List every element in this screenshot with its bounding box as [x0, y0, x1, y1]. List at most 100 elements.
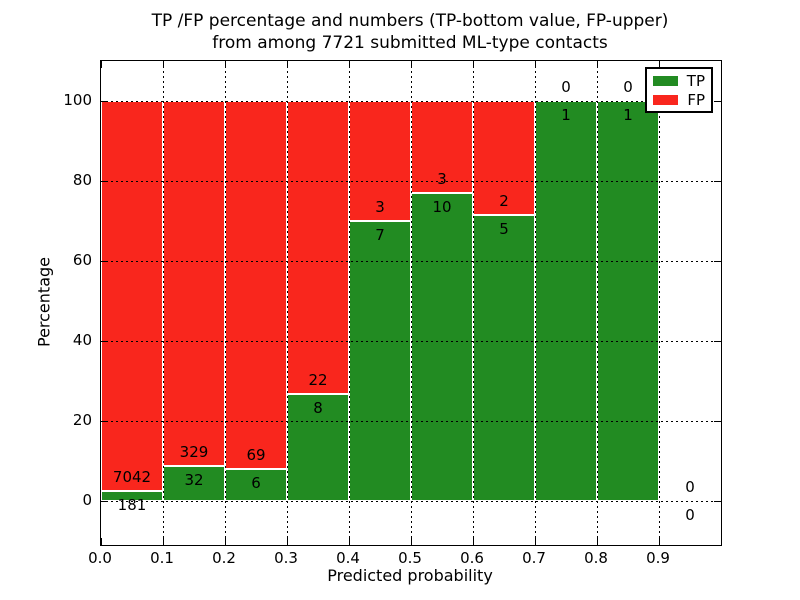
gridline-vertical	[163, 61, 164, 545]
fp-legend-swatch	[653, 94, 679, 105]
x-tick-mark	[349, 538, 350, 545]
gridline-horizontal	[101, 421, 721, 422]
tp-count-label: 8	[313, 399, 323, 418]
y-tick-mark	[101, 421, 108, 422]
x-tick-label: 0.1	[150, 549, 174, 567]
fp-count-label: 69	[246, 446, 266, 464]
y-tick-mark	[101, 501, 108, 502]
tp-bar-segment	[473, 215, 535, 501]
tp-bar-segment	[349, 221, 411, 501]
x-tick-mark-top	[659, 61, 660, 68]
tp-count-label: 5	[499, 220, 509, 239]
plot-area: 7042 181 329 32 69 6 22 8 3 7 3 10 2 5 0 1 0 1 0 0	[100, 60, 722, 546]
x-tick-mark-top	[597, 61, 598, 68]
gridline-vertical	[659, 61, 660, 545]
fp-bar-segment	[287, 101, 349, 395]
x-tick-label: 0.0	[88, 549, 112, 567]
x-tick-mark-top	[163, 61, 164, 68]
chart-title: TP /FP percentage and numbers (TP-bottom…	[90, 10, 730, 54]
y-tick-mark-right	[714, 261, 721, 262]
tp-bar-segment	[597, 101, 659, 501]
fp-bar-segment	[225, 101, 287, 469]
legend: TP FP	[645, 67, 713, 113]
x-tick-label: 0.2	[212, 549, 236, 567]
fp-count-label: 0	[685, 478, 695, 496]
x-tick-mark-top	[535, 61, 536, 68]
y-tick-mark-right	[714, 501, 721, 502]
gridline-vertical	[287, 61, 288, 545]
y-tick-label: 60	[72, 251, 92, 269]
x-tick-label: 0.7	[522, 549, 546, 567]
tp-bar-segment	[287, 394, 349, 501]
chart-title-line-2: from among 7721 submitted ML-type contac…	[212, 33, 608, 53]
y-tick-label: 0	[82, 491, 92, 509]
x-tick-mark-top	[225, 61, 226, 68]
y-tick-label: 40	[72, 331, 92, 349]
gridline-vertical	[535, 61, 536, 545]
fp-count-label: 3	[437, 170, 447, 189]
x-tick-label: 0.6	[460, 549, 484, 567]
y-tick-mark-right	[714, 101, 721, 102]
x-tick-label: 0.4	[336, 549, 360, 567]
tp-count-label: 6	[251, 474, 261, 492]
tp-count-label: 10	[432, 198, 452, 217]
y-tick-mark	[101, 101, 108, 102]
fp-count-label: 22	[308, 371, 328, 390]
tp-legend-swatch	[653, 75, 678, 86]
tp-legend-label: TP	[686, 71, 705, 90]
fp-count-label: 329	[179, 442, 209, 461]
x-tick-mark	[163, 538, 164, 545]
gridline-vertical	[411, 61, 412, 545]
tp-bar-segment	[535, 101, 597, 501]
gridline-vertical	[225, 61, 226, 545]
fp-count-label: 3	[375, 198, 385, 216]
tp-count-label: 1	[623, 106, 633, 124]
x-axis-label: Predicted probability	[327, 566, 493, 585]
y-tick-mark-right	[714, 421, 721, 422]
x-tick-mark	[225, 538, 226, 545]
chart-title-line-1: TP /FP percentage and numbers (TP-bottom…	[151, 11, 669, 31]
x-tick-mark-top	[411, 61, 412, 68]
x-tick-mark-top	[473, 61, 474, 68]
tp-bar-segment	[163, 465, 225, 501]
x-tick-label: 0.8	[584, 549, 608, 567]
x-tick-mark	[287, 538, 288, 545]
tp-bar-segment	[411, 193, 473, 501]
fp-count-label: 7042	[112, 467, 152, 486]
gridline-vertical	[349, 61, 350, 545]
legend-entry-tp: TP	[653, 73, 705, 89]
fp-bar-segment	[163, 101, 225, 466]
y-tick-mark-right	[714, 341, 721, 342]
gridline-horizontal	[101, 101, 721, 102]
y-tick-label: 100	[63, 91, 92, 109]
y-tick-label: 20	[72, 411, 92, 429]
x-tick-mark-top	[287, 61, 288, 68]
x-tick-label: 0.3	[274, 549, 298, 567]
tp-count-label: 32	[184, 470, 204, 489]
x-tick-label: 0.9	[646, 549, 670, 567]
x-tick-label: 0.5	[398, 549, 422, 567]
gridline-horizontal	[101, 501, 721, 502]
fp-count-label: 2	[499, 192, 509, 211]
legend-entry-fp: FP	[653, 92, 705, 108]
fp-bar-segment	[473, 101, 535, 216]
fp-count-label: 0	[623, 78, 633, 96]
fp-bar-segment	[349, 101, 411, 221]
x-tick-mark	[597, 538, 598, 545]
fp-legend-label: FP	[687, 90, 705, 109]
gridline-horizontal	[101, 261, 721, 262]
x-tick-mark	[101, 538, 102, 545]
fp-count-label: 0	[561, 78, 571, 96]
gridline-vertical	[473, 61, 474, 545]
x-tick-mark-top	[101, 61, 102, 68]
x-tick-mark	[411, 538, 412, 545]
fp-bar-segment	[101, 101, 163, 491]
y-tick-mark	[101, 261, 108, 262]
gridline-horizontal	[101, 181, 721, 182]
tp-count-label: 181	[117, 495, 147, 514]
y-tick-mark	[101, 341, 108, 342]
tp-count-label: 7	[375, 226, 385, 244]
tp-count-label: 0	[685, 506, 695, 524]
tp-bar-segment	[101, 490, 163, 501]
